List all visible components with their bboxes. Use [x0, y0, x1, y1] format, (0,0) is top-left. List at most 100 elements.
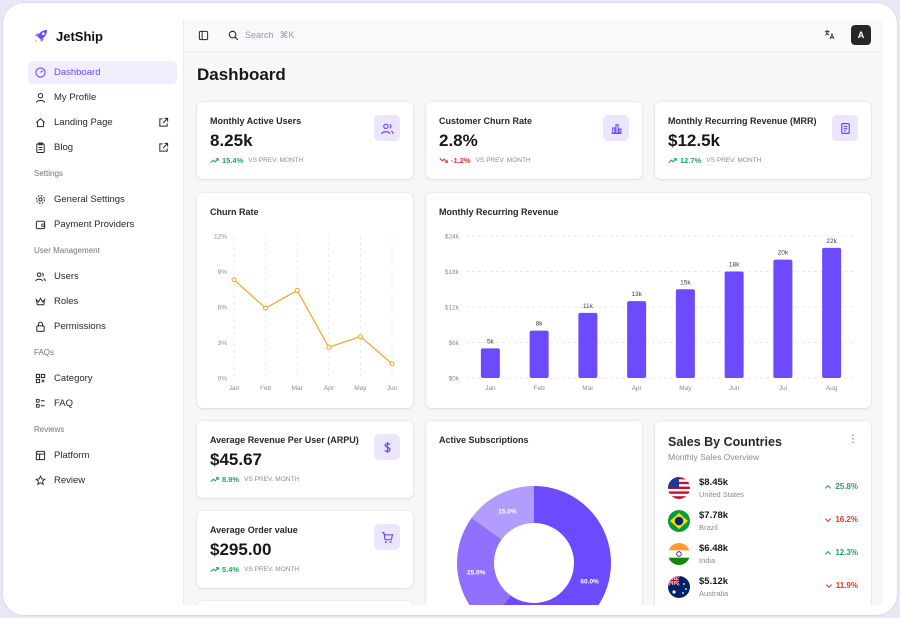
country-name: Brazil	[699, 523, 718, 532]
australia-flag-icon	[668, 576, 690, 598]
stat-icon-box	[603, 115, 629, 141]
country-name: India	[699, 556, 716, 565]
sidebar-item-roles[interactable]: Roles	[28, 290, 177, 313]
sidebar-item-users[interactable]: Users	[28, 265, 177, 288]
brazil-flag-icon	[668, 510, 690, 532]
sidebar-item-dashboard[interactable]: Dashboard	[28, 61, 177, 84]
more-options-icon[interactable]: ⋮	[848, 434, 858, 445]
sidebar-item-label: Roles	[54, 296, 79, 307]
donut-slice[interactable]	[457, 517, 511, 605]
y-tick-label: $24k	[445, 234, 460, 241]
sidebar-item-label: Landing Page	[54, 117, 113, 128]
country-value: $7.78k	[699, 510, 729, 521]
stat-trend: 15.4% VS PREV. MONTH	[210, 156, 303, 165]
stat-title: Average Order value	[210, 525, 298, 535]
sidebar-section-settings: Settings	[34, 169, 63, 178]
gear-icon	[36, 195, 45, 204]
sidebar-item-payment-providers[interactable]: Payment Providers	[28, 213, 177, 236]
list-check-icon	[35, 398, 45, 408]
sidebar-item-my-profile[interactable]: My Profile	[28, 86, 177, 109]
country-value: $5.12k	[699, 576, 729, 587]
active-subscriptions-donut: 60.0% 25.0% 15.0%	[457, 486, 611, 605]
trending-up-icon	[210, 158, 219, 164]
mrr-bar[interactable]	[529, 330, 549, 378]
stat-trend: 12.7% VS PREV. MONTH	[668, 156, 761, 165]
stat-value: 8.25k	[210, 131, 253, 150]
y-tick-label: 6%	[218, 305, 228, 312]
crown-icon	[35, 297, 46, 306]
stat-value: $45.67	[210, 450, 262, 469]
sidebar-item-label: Category	[54, 373, 93, 384]
churn-point[interactable]	[294, 287, 300, 293]
sidebar-item-faq[interactable]: FAQ	[28, 392, 177, 415]
churn-point[interactable]	[231, 277, 237, 283]
layout-icon	[35, 450, 46, 461]
country-name: United States	[699, 490, 745, 499]
sales-by-countries-card: Sales By Countries Monthly Sales Overvie…	[655, 421, 871, 605]
x-tick-label: May	[354, 385, 367, 392]
users-icon	[35, 272, 46, 282]
country-change-value: 16.2%	[835, 515, 858, 524]
mrr-bar[interactable]	[675, 289, 695, 378]
stat-card-partial	[197, 601, 413, 605]
mrr-bar[interactable]	[724, 271, 744, 379]
clipboard-icon	[36, 142, 45, 153]
chevron-up-icon	[825, 550, 832, 555]
bar-value-label: 8k	[536, 321, 544, 328]
stat-card-average-order-value: Average Order value $295.00 5.4% VS PREV…	[197, 511, 413, 588]
sidebar-toggle-icon[interactable]	[198, 30, 209, 41]
country-change: 25.8%	[824, 482, 858, 491]
mrr-bar[interactable]	[578, 312, 598, 378]
brand[interactable]: JetShip	[33, 25, 103, 47]
trending-down-icon	[439, 157, 448, 163]
y-tick-label: $0k	[449, 376, 460, 383]
x-tick-label: Feb	[534, 385, 546, 392]
chart-title: Monthly Recurring Revenue	[439, 207, 559, 217]
churn-point[interactable]	[263, 305, 269, 311]
sidebar-nav: Dashboard My Profile Landing Page Blog S…	[28, 61, 177, 494]
mrr-bar[interactable]	[627, 301, 647, 378]
brand-name: JetShip	[56, 28, 103, 44]
churn-point[interactable]	[357, 334, 363, 340]
gauge-icon	[35, 67, 46, 78]
x-tick-label: Jul	[779, 385, 788, 392]
topbar: Search ⌘K A	[184, 19, 883, 52]
search-shortcut: ⌘K	[279, 29, 295, 40]
external-link-icon	[159, 142, 169, 152]
country-change: 12.3%	[824, 548, 858, 557]
slice-label: 60.0%	[580, 579, 599, 586]
donut-slice[interactable]	[489, 486, 611, 605]
us-flag-icon	[668, 477, 690, 499]
stat-change: 12.7%	[680, 156, 702, 165]
sidebar-item-general-settings[interactable]: General Settings	[28, 188, 177, 211]
churn-point[interactable]	[389, 361, 395, 367]
sidebar-item-permissions[interactable]: Permissions	[28, 315, 177, 338]
sidebar-item-platform[interactable]: Platform	[28, 444, 177, 467]
stat-value: $295.00	[210, 540, 272, 559]
churn-point[interactable]	[326, 344, 332, 350]
mrr-bar[interactable]	[822, 247, 842, 378]
country-change: 16.2%	[824, 515, 858, 524]
sidebar-item-label: My Profile	[54, 92, 97, 103]
bar-value-label: 11k	[583, 303, 594, 310]
stat-card-monthly-recurring-revenue: Monthly Recurring Revenue (MRR) $12.5k 1…	[655, 102, 871, 179]
churn-rate-chart: 0% 3% 6% 9% 12% Jan Feb Mar Apr May Jun	[214, 234, 398, 393]
sidebar-item-landing-page[interactable]: Landing Page	[28, 111, 177, 134]
translate-icon[interactable]	[824, 29, 835, 40]
mrr-bar[interactable]	[773, 259, 793, 378]
stat-change-label: VS PREV. MONTH	[244, 476, 300, 483]
x-tick-label: Jun	[387, 385, 398, 392]
search-bar[interactable]: Search ⌘K	[228, 27, 408, 43]
sidebar-item-blog[interactable]: Blog	[28, 136, 177, 159]
chevron-down-icon	[825, 517, 832, 522]
trending-up-icon	[668, 158, 677, 164]
sidebar-item-category[interactable]: Category	[28, 367, 177, 390]
mrr-bar[interactable]	[480, 348, 500, 378]
sidebar-item-review[interactable]: Review	[28, 469, 177, 492]
stat-change-label: VS PREV. MONTH	[248, 157, 304, 164]
donut-slice[interactable]	[471, 486, 534, 540]
avatar[interactable]: A	[851, 25, 871, 45]
y-tick-label: $12k	[445, 305, 460, 312]
stat-change-label: VS PREV. MONTH	[706, 157, 762, 164]
sidebar-item-label: Dashboard	[54, 67, 101, 78]
